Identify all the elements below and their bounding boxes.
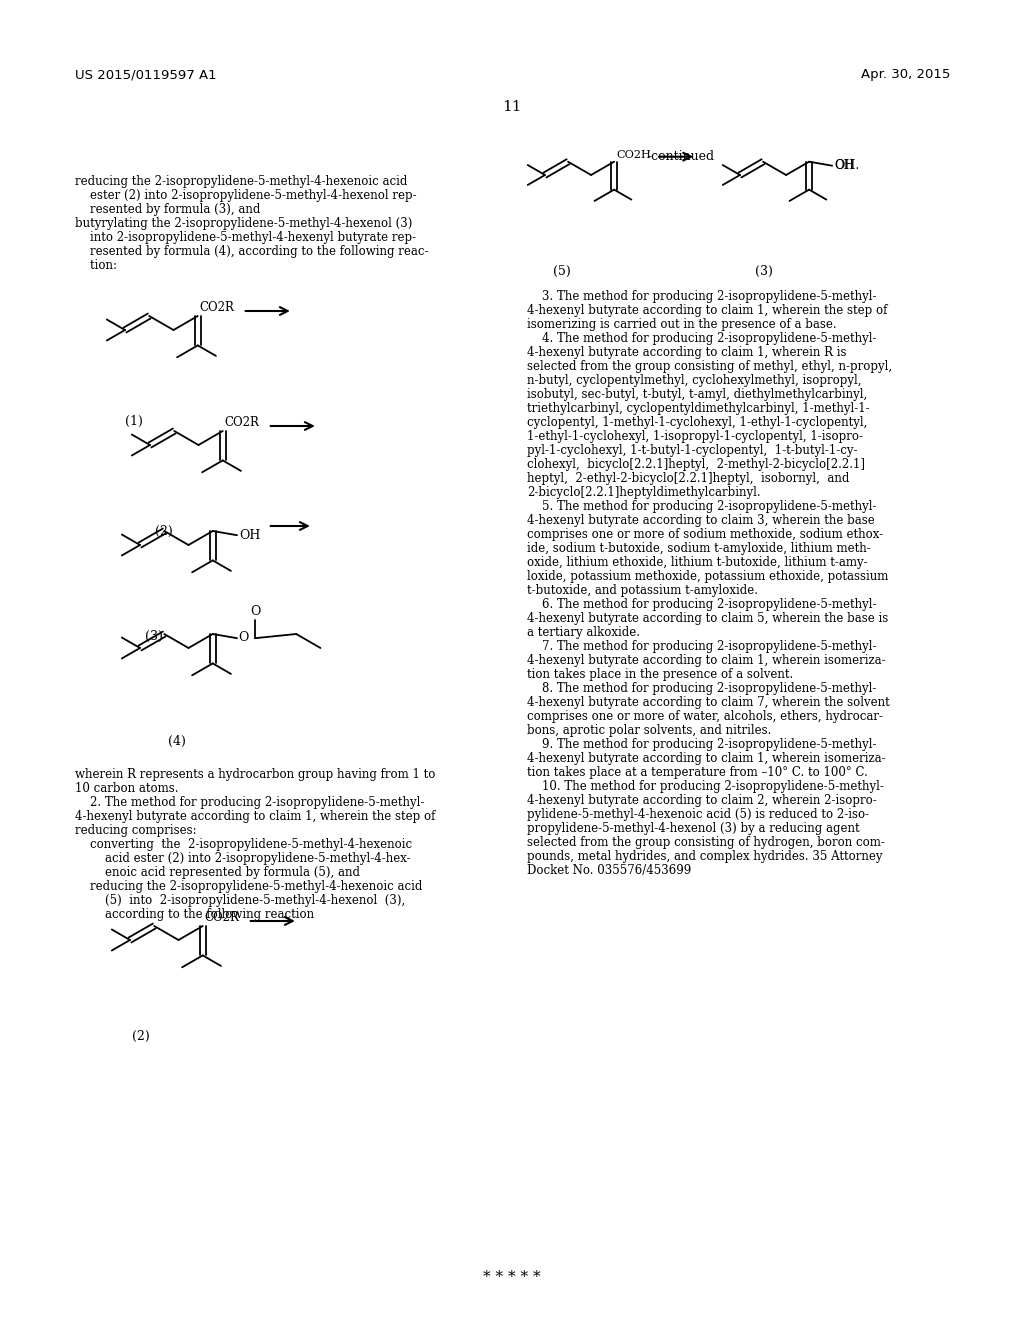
Text: 8. The method for producing 2-isopropylidene-5-methyl-: 8. The method for producing 2-isopropyli… (527, 682, 877, 696)
Text: a tertiary alkoxide.: a tertiary alkoxide. (527, 626, 640, 639)
Text: 9. The method for producing 2-isopropylidene-5-methyl-: 9. The method for producing 2-isopropyli… (527, 738, 877, 751)
Text: 4-hexenyl butyrate according to claim 1, wherein isomeriza-: 4-hexenyl butyrate according to claim 1,… (527, 653, 886, 667)
Text: bons, aprotic polar solvents, and nitriles.: bons, aprotic polar solvents, and nitril… (527, 723, 771, 737)
Text: ester (2) into 2-isopropylidene-5-methyl-4-hexenol rep-: ester (2) into 2-isopropylidene-5-methyl… (75, 189, 417, 202)
Text: reducing the 2-isopropylidene-5-methyl-4-hexenoic acid: reducing the 2-isopropylidene-5-methyl-4… (75, 176, 408, 187)
Text: O: O (238, 631, 249, 644)
Text: oxide, lithium ethoxide, lithium t-butoxide, lithium t-amy-: oxide, lithium ethoxide, lithium t-butox… (527, 556, 867, 569)
Text: triethylcarbinyl, cyclopentyldimethylcarbinyl, 1-methyl-1-: triethylcarbinyl, cyclopentyldimethylcar… (527, 403, 869, 414)
Text: n-butyl, cyclopentylmethyl, cyclohexylmethyl, isopropyl,: n-butyl, cyclopentylmethyl, cyclohexylme… (527, 374, 861, 387)
Text: O: O (250, 605, 260, 618)
Text: OH: OH (239, 529, 260, 541)
Text: 6. The method for producing 2-isopropylidene-5-methyl-: 6. The method for producing 2-isopropyli… (527, 598, 877, 611)
Text: CO2R: CO2R (224, 416, 260, 429)
Text: 4-hexenyl butyrate according to claim 1, wherein isomeriza-: 4-hexenyl butyrate according to claim 1,… (527, 752, 886, 766)
Text: ide, sodium t-butoxide, sodium t-amyloxide, lithium meth-: ide, sodium t-butoxide, sodium t-amyloxi… (527, 543, 870, 554)
Text: (3): (3) (145, 630, 163, 643)
Text: 4-hexenyl butyrate according to claim 1, wherein R is: 4-hexenyl butyrate according to claim 1,… (527, 346, 847, 359)
Text: 10 carbon atoms.: 10 carbon atoms. (75, 781, 178, 795)
Text: propylidene-5-methyl-4-hexenol (3) by a reducing agent: propylidene-5-methyl-4-hexenol (3) by a … (527, 822, 859, 836)
Text: isomerizing is carried out in the presence of a base.: isomerizing is carried out in the presen… (527, 318, 837, 331)
Text: pounds, metal hydrides, and complex hydrides. 35 Attorney: pounds, metal hydrides, and complex hydr… (527, 850, 883, 863)
Text: 4-hexenyl butyrate according to claim 1, wherein the step of: 4-hexenyl butyrate according to claim 1,… (527, 304, 888, 317)
Text: butyrylating the 2-isopropylidene-5-methyl-4-hexenol (3): butyrylating the 2-isopropylidene-5-meth… (75, 216, 413, 230)
Text: acid ester (2) into 2-isopropylidene-5-methyl-4-hex-: acid ester (2) into 2-isopropylidene-5-m… (75, 851, 411, 865)
Text: clohexyl,  bicyclo[2.2.1]heptyl,  2-methyl-2-bicyclo[2.2.1]: clohexyl, bicyclo[2.2.1]heptyl, 2-methyl… (527, 458, 865, 471)
Text: resented by formula (3), and: resented by formula (3), and (75, 203, 260, 216)
Text: 4-hexenyl butyrate according to claim 7, wherein the solvent: 4-hexenyl butyrate according to claim 7,… (527, 696, 890, 709)
Text: 2-bicyclo[2.2.1]heptyldimethylcarbinyl.: 2-bicyclo[2.2.1]heptyldimethylcarbinyl. (527, 486, 761, 499)
Text: into 2-isopropylidene-5-methyl-4-hexenyl butyrate rep-: into 2-isopropylidene-5-methyl-4-hexenyl… (75, 231, 416, 244)
Text: t-butoxide, and potassium t-amyloxide.: t-butoxide, and potassium t-amyloxide. (527, 583, 758, 597)
Text: 4-hexenyl butyrate according to claim 5, wherein the base is: 4-hexenyl butyrate according to claim 5,… (527, 612, 888, 624)
Text: reducing comprises:: reducing comprises: (75, 824, 197, 837)
Text: (2): (2) (132, 1030, 150, 1043)
Text: CO2H: CO2H (616, 149, 651, 160)
Text: tion takes place at a temperature from –10° C. to 100° C.: tion takes place at a temperature from –… (527, 766, 868, 779)
Text: Apr. 30, 2015: Apr. 30, 2015 (860, 69, 950, 81)
Text: converting  the  2-isopropylidene-5-methyl-4-hexenoic: converting the 2-isopropylidene-5-methyl… (75, 838, 412, 851)
Text: OH: OH (834, 160, 854, 172)
Text: CO2R: CO2R (200, 301, 234, 314)
Text: loxide, potassium methoxide, potassium ethoxide, potassium: loxide, potassium methoxide, potassium e… (527, 570, 889, 583)
Text: 4-hexenyl butyrate according to claim 1, wherein the step of: 4-hexenyl butyrate according to claim 1,… (75, 810, 435, 822)
Text: cyclopentyl, 1-methyl-1-cyclohexyl, 1-ethyl-1-cyclopentyl,: cyclopentyl, 1-methyl-1-cyclohexyl, 1-et… (527, 416, 867, 429)
Text: 2. The method for producing 2-isopropylidene-5-methyl-: 2. The method for producing 2-isopropyli… (75, 796, 424, 809)
Text: 4. The method for producing 2-isopropylidene-5-methyl-: 4. The method for producing 2-isopropyli… (527, 333, 877, 345)
Text: tion takes place in the presence of a solvent.: tion takes place in the presence of a so… (527, 668, 794, 681)
Text: selected from the group consisting of hydrogen, boron com-: selected from the group consisting of hy… (527, 836, 885, 849)
Text: enoic acid represented by formula (5), and: enoic acid represented by formula (5), a… (75, 866, 360, 879)
Text: (3): (3) (755, 265, 773, 279)
Text: 7. The method for producing 2-isopropylidene-5-methyl-: 7. The method for producing 2-isopropyli… (527, 640, 877, 653)
Text: (1): (1) (125, 414, 143, 428)
Text: (5)  into  2-isopropylidene-5-methyl-4-hexenol  (3),: (5) into 2-isopropylidene-5-methyl-4-hex… (75, 894, 406, 907)
Text: pyl-1-cyclohexyl, 1-t-butyl-1-cyclopentyl,  1-t-butyl-1-cy-: pyl-1-cyclohexyl, 1-t-butyl-1-cyclopenty… (527, 444, 857, 457)
Text: 1-ethyl-1-cyclohexyl, 1-isopropyl-1-cyclopentyl, 1-isopro-: 1-ethyl-1-cyclohexyl, 1-isopropyl-1-cycl… (527, 430, 863, 444)
Text: 4-hexenyl butyrate according to claim 2, wherein 2-isopro-: 4-hexenyl butyrate according to claim 2,… (527, 795, 877, 807)
Text: 11: 11 (502, 100, 522, 114)
Text: CO2R: CO2R (205, 911, 240, 924)
Text: comprises one or more of sodium methoxide, sodium ethox-: comprises one or more of sodium methoxid… (527, 528, 883, 541)
Text: 5. The method for producing 2-isopropylidene-5-methyl-: 5. The method for producing 2-isopropyli… (527, 500, 877, 513)
Text: reducing the 2-isopropylidene-5-methyl-4-hexenoic acid: reducing the 2-isopropylidene-5-methyl-4… (75, 880, 422, 894)
Text: selected from the group consisting of methyl, ethyl, n-propyl,: selected from the group consisting of me… (527, 360, 892, 374)
Text: 4-hexenyl butyrate according to claim 3, wherein the base: 4-hexenyl butyrate according to claim 3,… (527, 513, 874, 527)
Text: heptyl,  2-ethyl-2-bicyclo[2.2.1]heptyl,  isobornyl,  and: heptyl, 2-ethyl-2-bicyclo[2.2.1]heptyl, … (527, 473, 849, 484)
Text: Docket No. 035576/453699: Docket No. 035576/453699 (527, 865, 691, 876)
Text: resented by formula (4), according to the following reac-: resented by formula (4), according to th… (75, 246, 428, 257)
Text: -continued: -continued (648, 150, 715, 162)
Text: isobutyl, sec-butyl, t-butyl, t-amyl, diethylmethylcarbinyl,: isobutyl, sec-butyl, t-butyl, t-amyl, di… (527, 388, 867, 401)
Text: (2): (2) (155, 525, 173, 539)
Text: (4): (4) (168, 735, 186, 748)
Text: pylidene-5-methyl-4-hexenoic acid (5) is reduced to 2-iso-: pylidene-5-methyl-4-hexenoic acid (5) is… (527, 808, 869, 821)
Text: 3. The method for producing 2-isopropylidene-5-methyl-: 3. The method for producing 2-isopropyli… (527, 290, 877, 304)
Text: OH.: OH. (835, 160, 859, 172)
Text: (5): (5) (553, 265, 570, 279)
Text: US 2015/0119597 A1: US 2015/0119597 A1 (75, 69, 217, 81)
Text: tion:: tion: (75, 259, 117, 272)
Text: * * * * *: * * * * * (483, 1270, 541, 1284)
Text: 10. The method for producing 2-isopropylidene-5-methyl-: 10. The method for producing 2-isopropyl… (527, 780, 884, 793)
Text: wherein R represents a hydrocarbon group having from 1 to: wherein R represents a hydrocarbon group… (75, 768, 435, 781)
Text: according to the following reaction: according to the following reaction (75, 908, 314, 921)
Text: comprises one or more of water, alcohols, ethers, hydrocar-: comprises one or more of water, alcohols… (527, 710, 883, 723)
